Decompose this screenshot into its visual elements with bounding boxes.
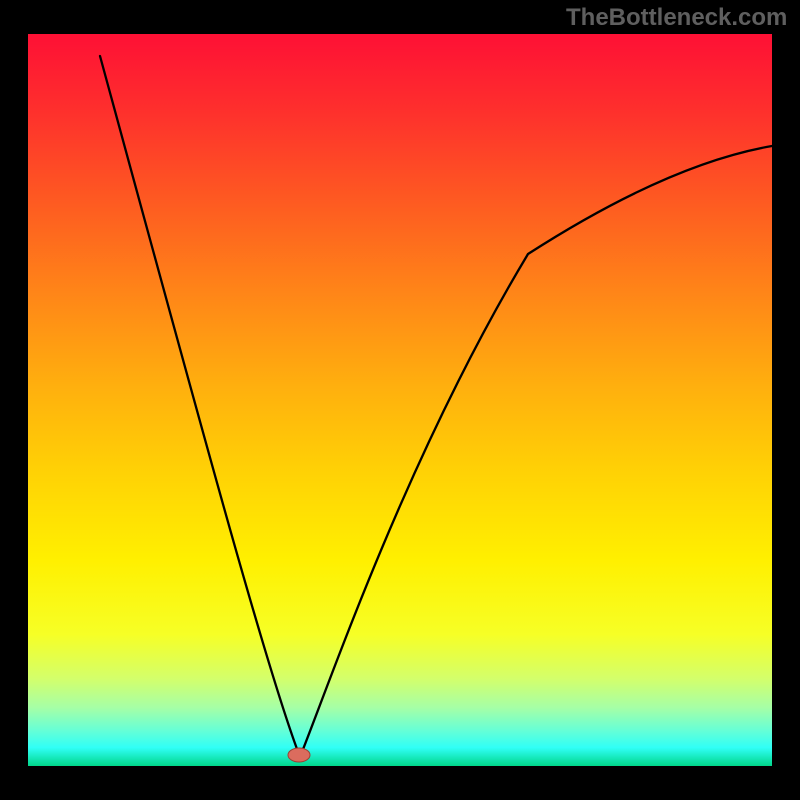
chart-canvas — [0, 0, 800, 800]
plot-background — [28, 34, 772, 766]
watermark-text: TheBottleneck.com — [566, 4, 787, 32]
min-marker — [288, 748, 310, 762]
